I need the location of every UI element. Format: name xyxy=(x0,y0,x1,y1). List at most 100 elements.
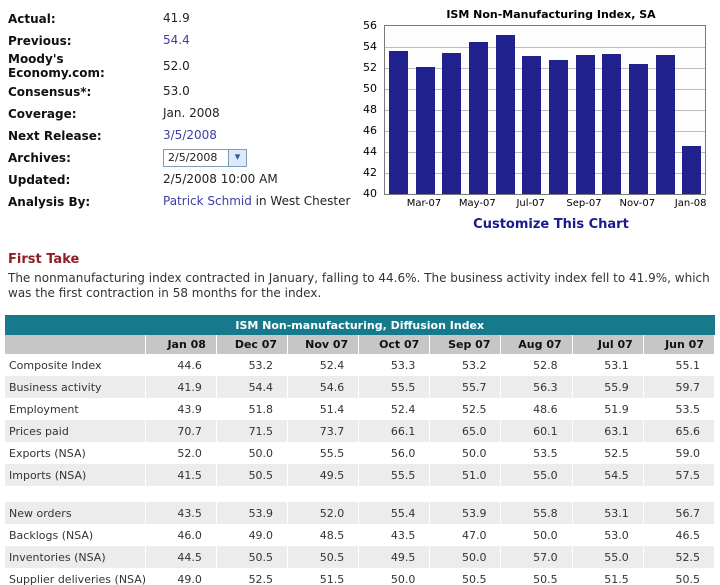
chart-container: ISM Non-Manufacturing Index, SA 40 42 44 46… xyxy=(352,6,718,232)
chart-bar xyxy=(495,35,515,194)
table-cell: 46.5 xyxy=(643,524,716,546)
table-cell: 55.5 xyxy=(287,442,360,464)
table-cell: 52.0 xyxy=(287,502,360,524)
info-label: Consensus*: xyxy=(8,84,92,99)
table-cell: 50.5 xyxy=(429,568,502,585)
table-cell: 53.5 xyxy=(500,442,573,464)
table-cell: 52.5 xyxy=(216,568,289,585)
table-cell: 51.0 xyxy=(429,464,502,486)
archives-dropdown[interactable]: 2/5/2008 ▾ xyxy=(163,148,247,167)
table-col-header: Aug 07 xyxy=(500,335,573,354)
table-cell: 55.8 xyxy=(500,502,573,524)
table-cell: 50.0 xyxy=(500,524,573,546)
chart-y-axis: 40 42 44 46 48 50 52 54 56 xyxy=(352,20,382,200)
table-cell: 57.0 xyxy=(500,546,573,568)
table-row: Employment 43.9 51.8 51.4 52.4 52.5 48.6 51.9 53… xyxy=(5,398,716,420)
table-spacer-row xyxy=(5,486,715,502)
table-cell: 48.6 xyxy=(500,398,573,420)
info-label: Moody's Economy.com: xyxy=(8,52,105,80)
table-cell: 44.5 xyxy=(145,546,217,568)
table-cell: 71.5 xyxy=(216,420,289,442)
table-corner-cell xyxy=(5,335,146,354)
table-cell: 52.5 xyxy=(429,398,502,420)
info-label: Next Release: xyxy=(8,128,102,143)
table-cell: 48.5 xyxy=(287,524,360,546)
first-take-section: First Take The nonmanufacturing index co… xyxy=(0,252,720,301)
table-row: Business activity 41.9 54.4 54.6 55.5 55.7 56.… xyxy=(5,376,716,398)
table-cell: 55.0 xyxy=(500,464,573,486)
table-col-header: Dec 07 xyxy=(216,335,289,354)
table-col-header: Jan 08 xyxy=(145,335,217,354)
info-value: 2/5/2008 ▾ xyxy=(163,148,247,167)
analyst-link[interactable]: Patrick Schmid xyxy=(163,194,252,208)
first-take-heading: First Take xyxy=(8,252,80,267)
table-cell: 55.5 xyxy=(358,376,431,398)
info-link[interactable]: 3/5/2008 xyxy=(163,128,217,142)
info-row: Previous: 54.4 xyxy=(8,30,352,51)
table-cell: 50.0 xyxy=(429,546,502,568)
diffusion-index-table: ISM Non-manufacturing, Diffusion Index Ja… xyxy=(5,315,716,585)
chart-x-tick-label: May-07 xyxy=(458,198,496,209)
table-col-header: Jun 07 xyxy=(643,335,716,354)
info-label: Previous: xyxy=(8,33,72,48)
chart-gridline xyxy=(385,89,705,90)
table-cell: 52.5 xyxy=(572,442,644,464)
table-row-label: Inventories (NSA) xyxy=(5,546,146,568)
table-cell: 55.1 xyxy=(643,354,716,376)
table-cell: 52.5 xyxy=(643,546,716,568)
chart-y-tick-label: 40 xyxy=(363,187,377,200)
table-cell: 50.5 xyxy=(287,546,360,568)
table-cell: 54.6 xyxy=(287,376,360,398)
chart-bar xyxy=(468,41,488,194)
table-cell: 53.1 xyxy=(572,502,644,524)
table-cell: 53.3 xyxy=(358,354,431,376)
first-take-body: The nonmanufacturing index contracted in… xyxy=(8,271,710,300)
table-cell: 43.5 xyxy=(145,502,217,524)
chart-bar xyxy=(575,55,595,194)
chart-gridline xyxy=(385,68,705,69)
table-cell: 57.5 xyxy=(643,464,716,486)
table-row: Composite Index 44.6 53.2 52.4 53.3 53.2 52.8 5… xyxy=(5,354,716,376)
chart-y-tick-label: 48 xyxy=(363,103,377,116)
chart-bar xyxy=(548,59,568,194)
info-value: 54.4 xyxy=(163,33,190,48)
table-cell: 53.0 xyxy=(572,524,644,546)
info-link[interactable]: 54.4 xyxy=(163,33,190,47)
table-col-header: Nov 07 xyxy=(287,335,360,354)
chart-title: ISM Non-Manufacturing Index, SA xyxy=(446,8,656,21)
info-row: Actual: 41.9 xyxy=(8,8,352,29)
table-cell: 50.0 xyxy=(429,442,502,464)
table-cell: 56.7 xyxy=(643,502,716,524)
table-cell: 55.7 xyxy=(429,376,502,398)
table-row: New orders 43.5 53.9 52.0 55.4 53.9 55.8 53.1 56… xyxy=(5,502,716,524)
table-cell: 49.0 xyxy=(216,524,289,546)
info-label: Analysis By: xyxy=(8,194,91,209)
table-title-row: ISM Non-manufacturing, Diffusion Index xyxy=(5,315,715,335)
table-col-header: Jul 07 xyxy=(572,335,644,354)
table-row-label: Backlogs (NSA) xyxy=(5,524,146,546)
chart-gridline xyxy=(385,152,705,153)
chart-bar xyxy=(628,63,648,194)
table-cell: 65.0 xyxy=(429,420,502,442)
table-cell: 44.6 xyxy=(145,354,217,376)
info-label: Actual: xyxy=(8,11,56,26)
chart-x-tick-label: Sep-07 xyxy=(566,198,602,209)
customize-chart-link[interactable]: Customize This Chart xyxy=(473,217,629,232)
info-value: 41.9 xyxy=(163,11,190,25)
table-cell: 51.9 xyxy=(572,398,644,420)
table-cell: 56.0 xyxy=(358,442,431,464)
table-cell: 52.4 xyxy=(358,398,431,420)
info-label: Coverage: xyxy=(8,106,77,121)
table-row: Backlogs (NSA) 46.0 49.0 48.5 43.5 47.0 50.0 53… xyxy=(5,524,716,546)
table-cell: 50.5 xyxy=(216,546,289,568)
chart-gridline xyxy=(385,131,705,132)
table-cell: 63.1 xyxy=(572,420,644,442)
table-cell: 43.5 xyxy=(358,524,431,546)
table-row-label: New orders xyxy=(5,502,146,524)
chart-y-tick-label: 46 xyxy=(363,124,377,137)
info-value: 2/5/2008 10:00 AM xyxy=(163,172,278,186)
table-cell: 53.5 xyxy=(643,398,716,420)
chart-bar xyxy=(602,54,622,194)
chart-y-tick-label: 56 xyxy=(363,19,377,32)
